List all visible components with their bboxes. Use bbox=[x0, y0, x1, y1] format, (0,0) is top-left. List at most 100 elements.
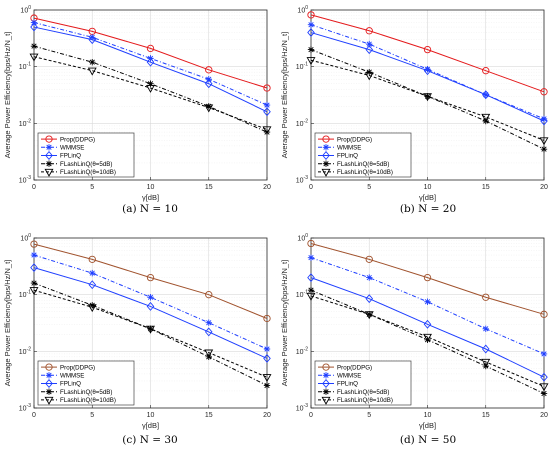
data-point bbox=[262, 374, 272, 383]
data-point bbox=[146, 301, 155, 311]
data-point bbox=[89, 58, 96, 66]
data-point bbox=[30, 279, 38, 287]
x-tick-label: 0 bbox=[309, 412, 313, 419]
y-tick-label: 10-2 bbox=[19, 118, 31, 128]
data-point bbox=[540, 115, 548, 123]
data-point bbox=[423, 319, 432, 329]
legend-marker bbox=[322, 372, 330, 379]
data-point bbox=[204, 79, 213, 89]
series-line bbox=[310, 295, 545, 387]
data-point bbox=[307, 273, 315, 283]
data-point bbox=[146, 84, 155, 93]
legend-label: FLashLinQ(θ=5dB) bbox=[60, 161, 112, 168]
data-point bbox=[423, 45, 432, 54]
x-tick-label: 10 bbox=[147, 184, 155, 191]
x-tick-label: 5 bbox=[367, 184, 371, 191]
subplot-3: 0 5 10 15 20 10-3 10-2 10-1 100 γ[dB] Average Powe… bbox=[3, 233, 272, 446]
data-point bbox=[366, 274, 373, 281]
series-FPLinQ bbox=[307, 273, 548, 382]
data-point bbox=[366, 68, 373, 76]
data-point bbox=[88, 280, 97, 290]
series-line bbox=[310, 32, 545, 122]
legend-label: WMMSE bbox=[60, 145, 84, 152]
data-point bbox=[482, 67, 490, 75]
data-point bbox=[540, 372, 548, 382]
data-point bbox=[423, 66, 432, 76]
x-tick-label: 15 bbox=[205, 412, 213, 419]
data-point bbox=[306, 57, 316, 66]
data-point bbox=[29, 287, 39, 296]
data-point bbox=[89, 302, 96, 309]
data-point bbox=[146, 44, 155, 53]
legend-label: WMMSE bbox=[60, 373, 84, 380]
legend-label: FPLinQ bbox=[337, 153, 358, 160]
data-point bbox=[424, 336, 431, 343]
data-point bbox=[204, 104, 214, 113]
legend-label: Prop(DDPG) bbox=[337, 136, 372, 143]
data-point bbox=[539, 137, 549, 146]
data-point bbox=[364, 72, 374, 81]
y-tick-label: 10-1 bbox=[19, 290, 31, 300]
y-tick-label: 10-1 bbox=[296, 290, 308, 300]
data-point bbox=[205, 319, 212, 326]
data-point bbox=[204, 327, 213, 337]
series-line bbox=[310, 277, 545, 378]
legend-label: WMMSE bbox=[337, 145, 361, 152]
data-point bbox=[540, 350, 548, 358]
x-tick-label: 0 bbox=[32, 412, 36, 419]
legend-label: FLashLinQ(θ=10dB) bbox=[337, 397, 393, 404]
y-axis-label: Average Power Efficiency[bps/Hz/N_t] bbox=[280, 32, 289, 158]
data-point bbox=[365, 27, 373, 35]
legend-marker bbox=[322, 363, 330, 371]
data-point bbox=[482, 325, 489, 332]
legend-label: FPLinQ bbox=[337, 381, 358, 388]
data-point bbox=[307, 46, 315, 53]
legend-marker bbox=[322, 144, 330, 151]
legend-marker bbox=[321, 396, 331, 405]
data-point bbox=[364, 311, 374, 320]
series-line bbox=[310, 59, 545, 141]
y-tick-label: 10-2 bbox=[296, 118, 308, 128]
data-point bbox=[263, 101, 271, 109]
data-point bbox=[30, 240, 38, 248]
series-line bbox=[33, 26, 268, 113]
legend: Prop(DDPG) WMMSEFPLinQFLashLinQ(θ=5dB)FLa… bbox=[37, 360, 135, 406]
x-tick-label: 5 bbox=[367, 412, 371, 419]
data-point bbox=[87, 67, 97, 76]
y-axis-label: Average Power Efficiency[bps/Hz/N_t] bbox=[280, 260, 289, 386]
data-point bbox=[540, 88, 548, 96]
data-point bbox=[307, 254, 315, 261]
x-tick-label: 10 bbox=[424, 184, 432, 191]
data-point bbox=[263, 314, 271, 323]
x-tick-label: 0 bbox=[32, 184, 36, 191]
legend-marker bbox=[45, 151, 53, 160]
data-point bbox=[263, 353, 271, 363]
x-tick-label: 10 bbox=[424, 412, 432, 419]
legend-marker bbox=[45, 144, 53, 151]
y-tick-label: 10-3 bbox=[296, 175, 308, 185]
x-axis-label: γ[dB] bbox=[142, 421, 159, 430]
data-point bbox=[146, 57, 155, 67]
data-point bbox=[307, 21, 315, 28]
data-point bbox=[482, 293, 490, 301]
series-line bbox=[310, 24, 545, 120]
series-line bbox=[310, 49, 545, 150]
series-Prop(DDPG) bbox=[307, 239, 548, 318]
data-point bbox=[204, 349, 214, 358]
data-point bbox=[146, 325, 155, 334]
data-point bbox=[365, 45, 374, 55]
legend: Prop(DDPG) WMMSEFPLinQFLashLinQ(θ=5dB)FLa… bbox=[37, 132, 135, 178]
series-FPLinQ bbox=[30, 22, 271, 117]
series-line bbox=[310, 14, 545, 93]
data-point bbox=[540, 310, 548, 318]
series-line bbox=[310, 243, 545, 315]
y-tick-label: 100 bbox=[20, 233, 31, 243]
series-WMMSE bbox=[307, 254, 548, 358]
data-point bbox=[205, 66, 213, 74]
data-point bbox=[540, 116, 548, 126]
data-point bbox=[88, 255, 96, 263]
legend-label: FPLinQ bbox=[60, 381, 81, 388]
legend-marker bbox=[45, 135, 53, 143]
legend-marker bbox=[45, 372, 53, 379]
x-tick-label: 5 bbox=[90, 184, 94, 191]
